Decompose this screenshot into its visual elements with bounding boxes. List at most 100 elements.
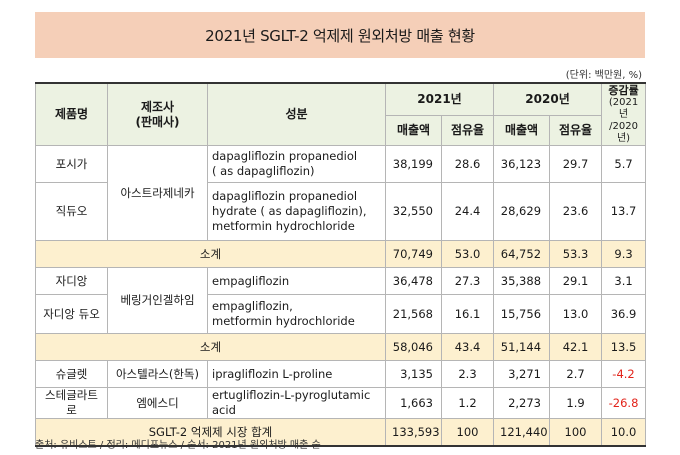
subtotal-label: 소계 xyxy=(35,240,386,268)
sales-table: 제품명 제조사 (판매사) 성분 2021년 2020년 증감률 (2021년 … xyxy=(35,82,647,447)
growth-rate: 13.5 xyxy=(601,333,647,361)
product-name: 자디앙 xyxy=(35,267,108,295)
share-2021: 43.4 xyxy=(440,333,495,361)
sales-2020: 28,629 xyxy=(493,182,551,241)
ingredient: empagliflozin, metformin hydrochloride xyxy=(207,294,386,334)
sales-2021: 21,568 xyxy=(385,294,442,334)
sales-2021: 38,199 xyxy=(385,145,442,183)
page-title: 2021년 SGLT-2 억제제 원외처방 매출 현황 xyxy=(205,26,475,45)
share-2021: 100 xyxy=(440,418,495,447)
header-share-2021: 점유율 xyxy=(440,115,495,146)
ingredient-line: ertugliflozin-L-pyroglutamic acid xyxy=(212,388,371,417)
sales-2020: 64,752 xyxy=(493,240,551,268)
ingredient-line: metformin hydrochloride xyxy=(212,314,355,328)
ingredient: empagliflozin xyxy=(207,267,386,295)
sales-2020: 51,144 xyxy=(493,333,551,361)
table-row: 자디앙 베링거인겔하임 empagliflozin 36,478 27.3 35… xyxy=(35,267,647,334)
growth-rate: 36.9 xyxy=(601,294,647,334)
ingredient-line: dapagliflozin propanediol xyxy=(212,189,358,203)
ingredient: dapagliflozin propanediol hydrate ( as d… xyxy=(207,182,386,241)
header-maker: 제조사 (판매사) xyxy=(107,82,208,146)
product-name: 포시가 xyxy=(35,145,108,183)
growth-rate: -4.2 xyxy=(601,360,647,388)
ingredient-line: metformin hydrochloride xyxy=(212,219,355,233)
growth-rate: 5.7 xyxy=(601,145,647,183)
share-2020: 2.7 xyxy=(549,360,603,388)
sales-2020: 2,273 xyxy=(493,387,551,419)
header-growth-label: 증감률 xyxy=(608,84,639,97)
share-2020: 23.6 xyxy=(549,182,603,241)
unit-note: (단위: 백만원, %) xyxy=(565,70,642,81)
sales-2020: 36,123 xyxy=(493,145,551,183)
table-row: 자디앙 듀오 empagliflozin, metformin hydrochl… xyxy=(35,294,647,334)
title-banner: 2021년 SGLT-2 억제제 원외처방 매출 현황 xyxy=(35,12,645,58)
product-name: 자디앙 듀오 xyxy=(35,294,108,334)
share-2021: 24.4 xyxy=(440,182,495,241)
share-2020: 42.1 xyxy=(549,333,603,361)
product-name: 스테글라트로 xyxy=(35,387,108,419)
header-maker-line1: 제조사 xyxy=(140,99,175,114)
share-2021: 16.1 xyxy=(440,294,495,334)
growth-rate: 13.7 xyxy=(601,182,647,241)
subtotal-label: 소계 xyxy=(35,333,386,361)
header-product: 제품명 xyxy=(35,82,108,146)
table-row: 슈글렛 아스텔라스(한독) ipragliflozin L-proline 3,… xyxy=(35,360,647,388)
product-name: 직듀오 xyxy=(35,182,108,241)
growth-rate: 3.1 xyxy=(601,267,647,295)
maker-name: 엠에스디 xyxy=(107,387,208,419)
ingredient: dapagliflozin propanediol ( as dapaglifl… xyxy=(207,145,386,183)
table-row: 포시가 아스트라제네카 dapagliflozin propanediol ( … xyxy=(35,145,647,241)
ingredient-line: ipragliflozin L-proline xyxy=(212,366,333,381)
sales-2021: 58,046 xyxy=(385,333,442,361)
header-ingredient: 성분 xyxy=(207,82,386,146)
sales-2021: 36,478 xyxy=(385,267,442,295)
total-row: SGLT-2 억제제 시장 합계 133,593 100 121,440 100… xyxy=(35,418,647,447)
total-label: SGLT-2 억제제 시장 합계 xyxy=(35,418,386,447)
sales-2020: 3,271 xyxy=(493,360,551,388)
growth-rate: -26.8 xyxy=(601,387,647,419)
share-2020: 29.7 xyxy=(549,145,603,183)
sales-2021: 70,749 xyxy=(385,240,442,268)
share-2020: 1.9 xyxy=(549,387,603,419)
share-2021: 53.0 xyxy=(440,240,495,268)
share-2021: 2.3 xyxy=(440,360,495,388)
source-note: 출처: 유비스트 / 정리: 메디포뉴스 / 순서: 2021년 원외처방 매출… xyxy=(35,440,321,451)
sales-2021: 1,663 xyxy=(385,387,442,419)
header-growth-sub2: /2020년) xyxy=(609,121,638,144)
header-growth-sub1: (2021년 xyxy=(608,97,639,120)
header-2020: 2020년 xyxy=(493,82,603,117)
ingredient-line: ( as dapagliflozin) xyxy=(212,164,315,178)
sales-2021: 133,593 xyxy=(385,418,442,447)
growth-rate: 9.3 xyxy=(601,240,647,268)
share-2021: 1.2 xyxy=(440,387,495,419)
maker-name: 아스텔라스(한독) xyxy=(107,360,208,388)
ingredient: ertugliflozin-L-pyroglutamic acid xyxy=(207,387,386,419)
share-2020: 100 xyxy=(549,418,603,447)
subtotal-row: 소계 58,046 43.4 51,144 42.1 13.5 xyxy=(35,333,647,361)
ingredient-line: hydrate ( as dapagliflozin), xyxy=(212,204,367,218)
header-sales-2020: 매출액 xyxy=(493,115,551,146)
maker-name: 아스트라제네카 xyxy=(107,145,208,241)
maker-name: 베링거인겔하임 xyxy=(107,267,208,334)
header-maker-line2: (판매사) xyxy=(135,114,180,129)
table-row: 스테글라트로 엠에스디 ertugliflozin-L-pyroglutamic… xyxy=(35,387,647,419)
sales-2021: 3,135 xyxy=(385,360,442,388)
share-2020: 29.1 xyxy=(549,267,603,295)
share-2020: 53.3 xyxy=(549,240,603,268)
growth-rate: 10.0 xyxy=(601,418,647,447)
share-2021: 28.6 xyxy=(440,145,495,183)
product-name: 슈글렛 xyxy=(35,360,108,388)
ingredient-line: empagliflozin xyxy=(212,273,290,288)
sales-2021: 32,550 xyxy=(385,182,442,241)
ingredient: ipragliflozin L-proline xyxy=(207,360,386,388)
header-sales-2021: 매출액 xyxy=(385,115,442,146)
header-growth: 증감률 (2021년 /2020년) xyxy=(601,82,647,146)
table-row: 직듀오 dapagliflozin propanediol hydrate ( … xyxy=(35,182,647,241)
ingredient-line: empagliflozin, xyxy=(212,299,293,313)
share-2021: 27.3 xyxy=(440,267,495,295)
share-2020: 13.0 xyxy=(549,294,603,334)
ingredient-line: dapagliflozin propanediol xyxy=(212,149,358,163)
header-2021: 2021년 xyxy=(384,82,495,117)
sales-2020: 35,388 xyxy=(493,267,551,295)
header-share-2020: 점유율 xyxy=(549,115,603,146)
